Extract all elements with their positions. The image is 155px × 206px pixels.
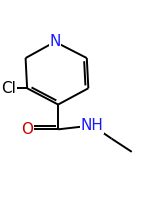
Text: O: O bbox=[21, 122, 33, 137]
Text: Cl: Cl bbox=[2, 81, 16, 96]
Text: N: N bbox=[49, 34, 61, 49]
Text: NH: NH bbox=[81, 118, 104, 133]
